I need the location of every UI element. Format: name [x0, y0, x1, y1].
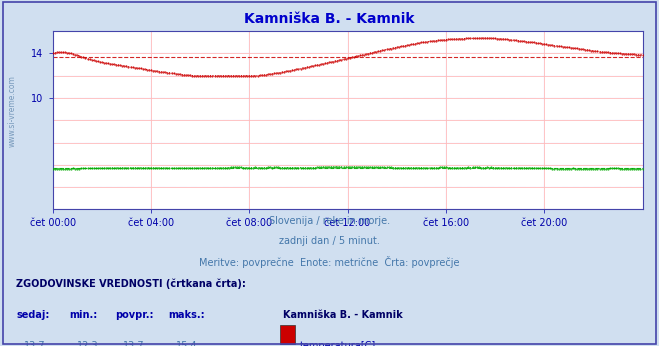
- Text: min.:: min.:: [69, 310, 98, 320]
- Text: temperatura[C]: temperatura[C]: [300, 341, 376, 346]
- Text: 13,7: 13,7: [24, 341, 46, 346]
- Text: Meritve: povprečne  Enote: metrične  Črta: povprečje: Meritve: povprečne Enote: metrične Črta:…: [199, 256, 460, 268]
- Text: maks.:: maks.:: [168, 310, 205, 320]
- Text: www.si-vreme.com: www.si-vreme.com: [8, 75, 17, 147]
- Text: Kamniška B. - Kamnik: Kamniška B. - Kamnik: [283, 310, 403, 320]
- Text: ZGODOVINSKE VREDNOSTI (črtkana črta):: ZGODOVINSKE VREDNOSTI (črtkana črta):: [16, 279, 246, 289]
- Text: zadnji dan / 5 minut.: zadnji dan / 5 minut.: [279, 236, 380, 246]
- Text: povpr.:: povpr.:: [115, 310, 154, 320]
- Text: 13,7: 13,7: [123, 341, 145, 346]
- Text: 12,3: 12,3: [77, 341, 99, 346]
- Text: Slovenija / reke in morje.: Slovenija / reke in morje.: [269, 216, 390, 226]
- Text: 15,4: 15,4: [176, 341, 198, 346]
- Text: Kamniška B. - Kamnik: Kamniška B. - Kamnik: [244, 12, 415, 26]
- Text: sedaj:: sedaj:: [16, 310, 50, 320]
